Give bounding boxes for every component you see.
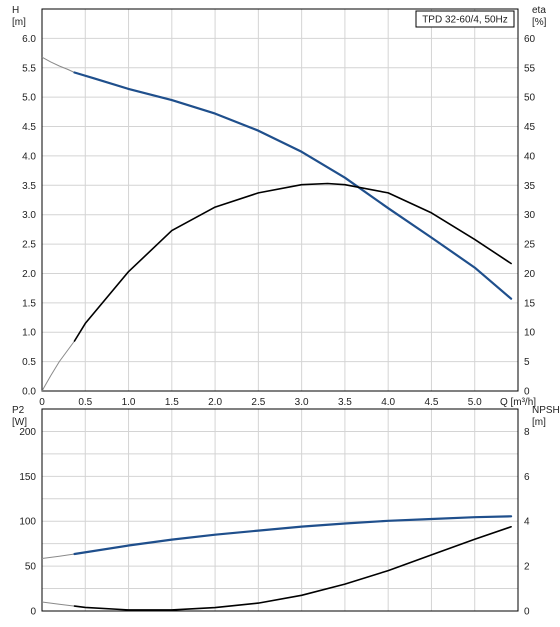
y-left-tick-label: 2.5 bbox=[22, 240, 36, 251]
y-left-tick-label: 4.0 bbox=[22, 151, 36, 162]
y-right-tick-label: 4 bbox=[524, 517, 530, 528]
y-left-tick-label: 100 bbox=[19, 517, 36, 528]
x-tick-label: 4.5 bbox=[425, 397, 439, 408]
y-left-tick-label: 3.5 bbox=[22, 181, 36, 192]
x-axis-title: Q [m³/h] bbox=[500, 397, 536, 408]
x-tick-label: 1.0 bbox=[122, 397, 136, 408]
p2-curve-extrapolated bbox=[41, 553, 75, 559]
y-right-axis-name: eta bbox=[532, 5, 546, 16]
y-right-tick-label: 25 bbox=[524, 240, 536, 251]
y-right-axis-unit: [m] bbox=[532, 417, 546, 428]
plot-frame bbox=[41, 408, 519, 612]
y-right-tick-label: 60 bbox=[524, 34, 536, 45]
x-tick-label: 4.0 bbox=[381, 397, 395, 408]
y-left-tick-label: 5.0 bbox=[22, 93, 36, 104]
x-tick-label: 2.0 bbox=[208, 397, 222, 408]
y-left-tick-label: 50 bbox=[25, 562, 37, 573]
npsh-curve bbox=[73, 525, 512, 611]
y-right-tick-label: 2 bbox=[524, 562, 530, 573]
x-tick-label: 5.0 bbox=[468, 397, 482, 408]
y-left-tick-label: 1.5 bbox=[22, 298, 36, 309]
y-left-tick-label: 0.5 bbox=[22, 357, 36, 368]
y-left-tick-label: 0 bbox=[30, 607, 36, 618]
y-left-tick-label: 200 bbox=[19, 427, 36, 438]
legend-box bbox=[415, 10, 515, 28]
y-right-tick-label: 45 bbox=[524, 122, 536, 133]
y-left-tick-label: 6.0 bbox=[22, 34, 36, 45]
x-tick-label: 0.5 bbox=[78, 397, 92, 408]
y-left-tick-label: 5.5 bbox=[22, 63, 36, 74]
y-right-tick-label: 15 bbox=[524, 298, 536, 309]
y-right-tick-label: 30 bbox=[524, 210, 536, 221]
y-left-tick-label: 2.0 bbox=[22, 269, 36, 280]
y-right-tick-label: 0 bbox=[524, 387, 530, 398]
eta-curve bbox=[73, 182, 512, 342]
chart-title: TPD 32-60/4, 50Hz bbox=[422, 15, 508, 26]
y-left-tick-label: 4.5 bbox=[22, 122, 36, 133]
y-right-tick-label: 40 bbox=[524, 151, 536, 162]
x-tick-label: 0 bbox=[39, 397, 45, 408]
h-curve-extrapolated bbox=[41, 56, 75, 73]
y-left-tick-label: 0.0 bbox=[22, 387, 36, 398]
y-right-tick-label: 35 bbox=[524, 181, 536, 192]
y-right-tick-label: 10 bbox=[524, 328, 536, 339]
y-right-axis-name: NPSH bbox=[532, 405, 560, 416]
y-right-tick-label: 5 bbox=[524, 357, 530, 368]
h-curve bbox=[73, 71, 513, 300]
y-left-axis-unit: [m] bbox=[12, 17, 26, 28]
x-tick-label: 2.5 bbox=[251, 397, 265, 408]
y-right-tick-label: 8 bbox=[524, 427, 530, 438]
y-left-axis-unit: [W] bbox=[12, 417, 27, 428]
y-left-axis-name: P2 bbox=[12, 405, 25, 416]
y-left-tick-label: 3.0 bbox=[22, 210, 36, 221]
y-left-tick-label: 1.0 bbox=[22, 328, 36, 339]
plot-frame bbox=[41, 8, 519, 392]
y-right-axis-unit: [%] bbox=[532, 17, 547, 28]
y-left-axis-name: H bbox=[12, 5, 19, 16]
npsh-curve-extrapolated bbox=[41, 601, 75, 607]
y-right-tick-label: 0 bbox=[524, 607, 530, 618]
y-right-tick-label: 55 bbox=[524, 63, 536, 74]
y-left-tick-label: 150 bbox=[19, 472, 36, 483]
y-right-tick-label: 50 bbox=[524, 93, 536, 104]
y-right-tick-label: 20 bbox=[524, 269, 536, 280]
y-right-tick-label: 6 bbox=[524, 472, 530, 483]
x-tick-label: 3.0 bbox=[295, 397, 309, 408]
p2-curve bbox=[73, 515, 513, 556]
x-tick-label: 1.5 bbox=[165, 397, 179, 408]
x-tick-label: 3.5 bbox=[338, 397, 352, 408]
eta-curve-extrapolated bbox=[41, 340, 75, 392]
